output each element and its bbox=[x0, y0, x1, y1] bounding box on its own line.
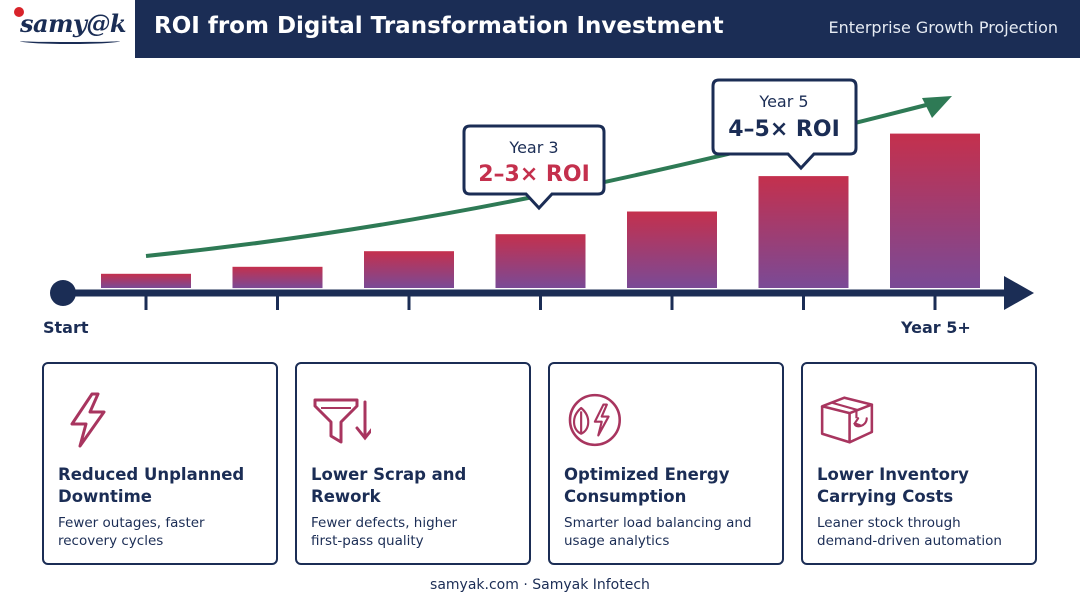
logo: samy@k bbox=[0, 0, 135, 58]
axis-start-dot bbox=[50, 280, 76, 306]
card-title: Optimized Energy Consumption bbox=[564, 465, 730, 506]
card-description: Leaner stock through demand-driven autom… bbox=[817, 515, 1002, 549]
bar-7 bbox=[890, 133, 980, 288]
ticks-layer bbox=[144, 293, 937, 310]
logo-text: samy@k bbox=[20, 9, 127, 38]
lightning-icon bbox=[70, 392, 106, 448]
card-title: Reduced Unplanned Downtime bbox=[58, 465, 245, 506]
axis-arrowhead bbox=[1004, 276, 1034, 310]
card-description: Fewer outages, faster recovery cycles bbox=[58, 515, 205, 549]
card-title: Lower Scrap and Rework bbox=[311, 465, 467, 506]
callout-year3-roi: 2–3× ROI bbox=[478, 162, 590, 187]
bars-layer bbox=[101, 133, 980, 289]
benefit-card-downtime: Reduced Unplanned Downtime Fewer outages… bbox=[42, 362, 278, 565]
card-description: Smarter load balancing and usage analyti… bbox=[564, 515, 752, 549]
callout-year3: Year 3 2–3× ROI bbox=[462, 124, 606, 211]
footer: samyak.com · Samyak Infotech bbox=[430, 577, 650, 593]
axis-start-label: Start bbox=[43, 318, 89, 337]
card-title: Lower Inventory Carrying Costs bbox=[817, 465, 969, 506]
callout-year5: Year 5 4–5× ROI bbox=[711, 78, 858, 171]
bar-1 bbox=[101, 273, 191, 288]
callout-year5-roi: 4–5× ROI bbox=[728, 117, 840, 142]
trend-arrowhead bbox=[922, 96, 952, 118]
benefit-card-energy: Optimized Energy Consumption Smarter loa… bbox=[548, 362, 784, 565]
page-title: ROI from Digital Transformation Investme… bbox=[154, 13, 724, 39]
box-return-icon bbox=[820, 396, 874, 444]
logo-swoosh bbox=[20, 38, 120, 44]
axis-layer bbox=[50, 276, 1034, 310]
bar-3 bbox=[364, 251, 454, 288]
callout-year3-box bbox=[462, 124, 606, 211]
bar-2 bbox=[232, 266, 323, 289]
benefit-card-inventory: Lower Inventory Carrying Costs Leaner st… bbox=[801, 362, 1037, 565]
callout-year3-label: Year 3 bbox=[508, 138, 558, 157]
header-bar: ROI from Digital Transformation Investme… bbox=[135, 0, 1080, 58]
logo-dot bbox=[14, 7, 24, 17]
bar-5 bbox=[627, 211, 717, 288]
benefit-card-scrap: Lower Scrap and Rework Fewer defects, hi… bbox=[295, 362, 531, 565]
card-description: Fewer defects, higher first-pass quality bbox=[311, 515, 458, 549]
funnel-down-icon bbox=[313, 398, 371, 444]
bar-4 bbox=[495, 234, 586, 288]
callout-year5-label: Year 5 bbox=[758, 92, 808, 111]
leaf-bolt-icon bbox=[568, 393, 621, 447]
page-subtitle: Enterprise Growth Projection bbox=[828, 18, 1058, 37]
callout-year5-box bbox=[711, 78, 858, 171]
bar-6 bbox=[758, 176, 849, 288]
roi-chart: Start Year 5+ Year 3 2–3× ROI Year 5 4–5… bbox=[43, 78, 1034, 337]
axis-end-label: Year 5+ bbox=[900, 318, 971, 337]
